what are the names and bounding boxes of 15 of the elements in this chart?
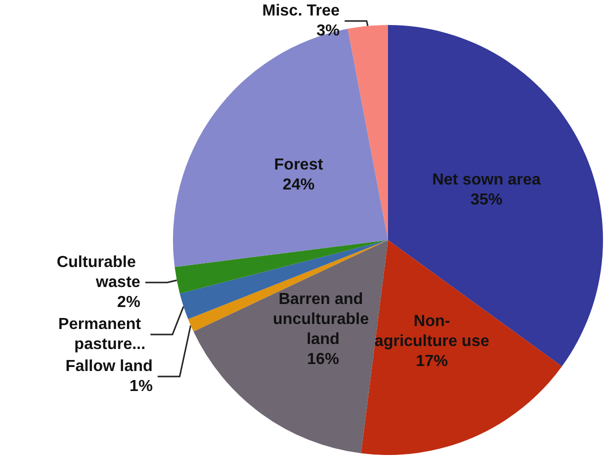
data-label: 24% <box>282 176 315 194</box>
data-label: 17% <box>416 352 448 370</box>
slice-label: Forest <box>274 156 324 174</box>
slice-label: Net sown area <box>432 171 541 188</box>
data-label: 16% <box>307 350 340 368</box>
slice-label: Culturable waste <box>56 254 140 292</box>
data-label: 2% <box>117 294 140 312</box>
slice-label: Non-agriculture use <box>374 312 490 350</box>
slice-label: Barren and unculturable land <box>272 290 374 348</box>
data-label: 3% <box>316 22 340 40</box>
data-label: 35% <box>470 191 502 208</box>
data-label: 1% <box>130 378 153 396</box>
slice-label: Permanent pasture... <box>58 316 146 354</box>
slice-label: Fallow land <box>66 358 153 376</box>
slice-label: Misc. Tree <box>262 2 340 20</box>
